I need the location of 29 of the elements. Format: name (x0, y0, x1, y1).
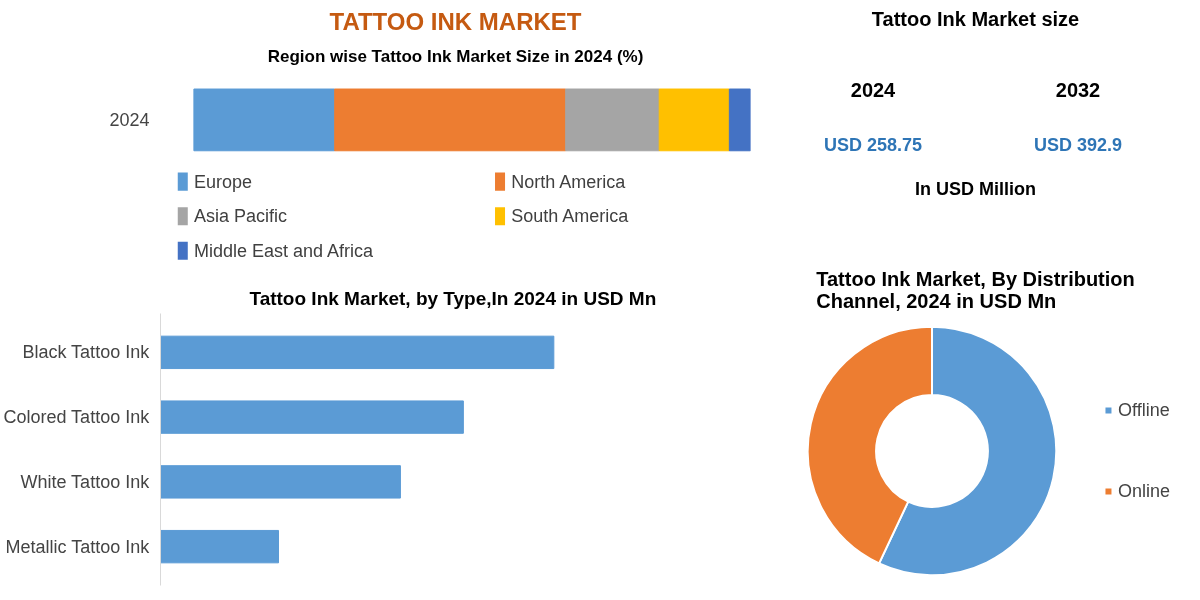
bar (565, 88, 660, 152)
bar (160, 529, 279, 564)
legend-label: Europe (193, 171, 252, 192)
chart-title: TATTOO INK MARKET (329, 7, 582, 35)
text: In USD Million (915, 179, 1036, 200)
y-tick-label: Metallic Tattoo Ink (5, 536, 151, 557)
bar (160, 400, 464, 434)
chart-title: Tattoo Ink Market, By Distribution Channel, 2024 in USD Mn (816, 267, 1135, 312)
legend-label: South America (511, 206, 630, 227)
bar (334, 88, 567, 152)
legend-label: Middle East and Africa (193, 240, 374, 261)
legend-label: North America (511, 171, 627, 192)
y-tick-label: White Tattoo Ink (20, 471, 151, 492)
category-label: 2032 (1055, 78, 1101, 101)
legend-label: Offline (1117, 399, 1170, 421)
text: USD 392.9 (1033, 135, 1123, 155)
bar (193, 88, 336, 152)
y-tick-label: Colored Tattoo Ink (3, 407, 151, 428)
bar (160, 465, 401, 499)
legend-label: Asia Pacific (193, 206, 287, 227)
legend-label: Online (1117, 480, 1170, 502)
text: USD 258.75 (823, 135, 923, 155)
bar (658, 88, 730, 152)
text: Region wise Tattoo Ink Market Size in 2024 (%) (267, 46, 644, 66)
chart-title: Tattoo Ink Market, by Type,In 2024 in USD Mn (249, 287, 657, 309)
bar (160, 335, 555, 370)
y-tick-label: Black Tattoo Ink (22, 342, 151, 363)
bar (728, 88, 751, 152)
text: Tattoo Ink Market size (871, 7, 1080, 30)
